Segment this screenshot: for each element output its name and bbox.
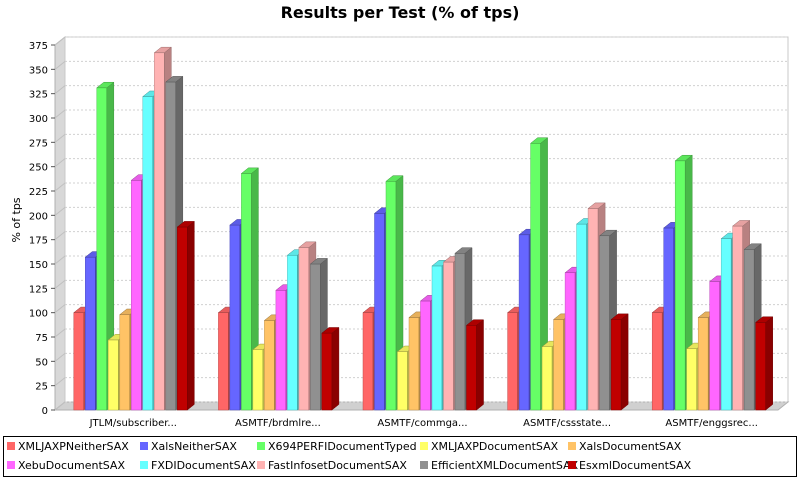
y-tick-label: 50 — [35, 357, 48, 368]
chart-title: Results per Test (% of tps) — [281, 3, 520, 22]
x-tick-label: ASMTF/brdmlre... — [235, 418, 321, 429]
x-tick-label: JTLM/subscriber... — [89, 418, 177, 429]
gridline-side — [54, 304, 66, 314]
y-tick-label: 250 — [29, 163, 48, 174]
bar — [321, 326, 340, 411]
legend-label: FXDIDocumentSAX — [151, 459, 256, 472]
legend-swatch — [568, 442, 576, 450]
legend-item: EsxmlDocumentSAX — [568, 459, 691, 472]
bar — [465, 319, 485, 411]
y-tick-label: 325 — [29, 90, 48, 101]
legend-label: XMLJAXPNeitherSAX — [18, 440, 129, 453]
y-tick-label: 350 — [29, 65, 48, 76]
plot-area: 0 25 50 75 100 125 150 175 200 225 250 275 300 325 350… — [29, 35, 790, 429]
legend-swatch — [257, 461, 265, 469]
legend-item: XMLJAXPDocumentSAX — [420, 440, 558, 453]
gridline-side — [54, 158, 66, 168]
legend-item: XalsDocumentSAX — [568, 440, 681, 453]
y-tick-label: 175 — [29, 236, 48, 247]
y-tick-label: 375 — [29, 41, 48, 52]
legend-item: FXDIDocumentSAX — [140, 459, 256, 472]
legend-label: X694PERFIDocumentTyped — [268, 440, 417, 453]
legend-item: XebuDocumentSAX — [7, 459, 125, 472]
legend-swatch — [257, 442, 265, 450]
legend-item: XalsNeitherSAX — [140, 440, 237, 453]
gridline-side — [54, 85, 66, 95]
gridline-side — [54, 255, 66, 265]
y-tick-label: 300 — [29, 114, 48, 125]
legend-swatch — [140, 442, 148, 450]
gridline-side — [54, 279, 66, 289]
y-tick-label: 100 — [29, 309, 48, 320]
legend-item: XMLJAXPNeitherSAX — [7, 440, 129, 453]
legend-swatch — [140, 461, 148, 469]
x-tick-label: ASMTF/cssstate... — [523, 418, 611, 429]
legend-label: EfficientXMLDocumentSAX — [431, 459, 579, 472]
y-tick-label: 125 — [29, 284, 48, 295]
y-tick-label: 275 — [29, 138, 48, 149]
legend-swatch — [7, 442, 15, 450]
legend-label: XalsNeitherSAX — [151, 440, 237, 453]
legend-label: XalsDocumentSAX — [579, 440, 682, 453]
y-tick-label: 75 — [35, 333, 48, 344]
legend-swatch — [420, 442, 428, 450]
gridline-side — [54, 182, 66, 192]
gridline-side — [54, 401, 66, 411]
legend-item: X694PERFIDocumentTyped — [257, 440, 417, 453]
bar — [610, 313, 629, 411]
gridline-side — [54, 231, 66, 241]
y-axis-label: % of tps — [10, 197, 23, 242]
gridline-side — [54, 36, 66, 46]
legend-item: FastInfosetDocumentSAX — [257, 459, 407, 472]
gridline-side — [54, 377, 66, 387]
y-tick-label: 225 — [29, 187, 48, 198]
gridline-side — [54, 109, 66, 119]
gridline-side — [54, 328, 66, 338]
y-tick-label: 25 — [35, 382, 48, 393]
legend-label: FastInfosetDocumentSAX — [268, 459, 407, 472]
gridline-side — [54, 352, 66, 362]
y-tick-label: 0 — [42, 406, 48, 417]
legend-swatch — [568, 461, 576, 469]
legend-swatch — [420, 461, 428, 469]
gridline-side — [54, 60, 66, 70]
gridline-side — [54, 133, 66, 143]
bar — [176, 220, 196, 411]
legend-label: XMLJAXPDocumentSAX — [431, 440, 559, 453]
gridline-side — [54, 206, 66, 216]
legend-label: EsxmlDocumentSAX — [579, 459, 692, 472]
x-tick-label: ASMTF/commga... — [377, 418, 467, 429]
legend-swatch — [7, 461, 15, 469]
y-tick-label: 200 — [29, 211, 48, 222]
y-tick-label: 150 — [29, 260, 48, 271]
bar — [754, 316, 774, 411]
legend-label: XebuDocumentSAX — [18, 459, 125, 472]
x-tick-label: ASMTF/enggsrec... — [665, 418, 758, 429]
legend: XMLJAXPNeitherSAX XalsNeitherSAX X694PERFI… — [3, 436, 797, 477]
legend-item: EfficientXMLDocumentSAX — [420, 459, 578, 472]
